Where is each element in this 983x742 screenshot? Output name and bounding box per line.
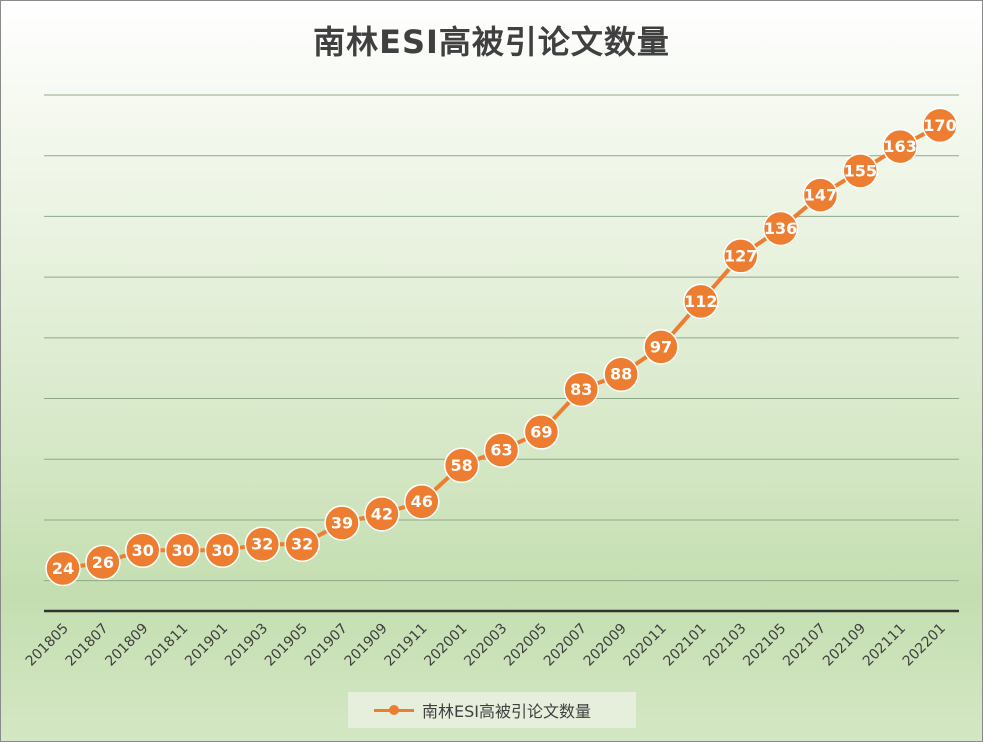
data-point	[643, 329, 679, 365]
data-label: 88	[610, 365, 632, 384]
x-tick-label: 201909	[342, 621, 391, 670]
data-point	[483, 432, 520, 468]
data-label: 69	[530, 422, 552, 441]
x-tick-label: 202003	[461, 621, 510, 670]
data-point	[683, 283, 719, 320]
data-label: 83	[570, 380, 592, 399]
data-label: 127	[724, 246, 757, 265]
data-label: 112	[684, 292, 717, 311]
data-point	[124, 532, 161, 569]
data-label: 26	[92, 553, 114, 572]
x-tick-label: 202105	[740, 621, 789, 670]
x-tick-label: 202101	[661, 621, 710, 670]
legend-line-marker-icon	[374, 703, 414, 717]
data-point	[45, 550, 81, 587]
legend: 南林ESI高被引论文数量	[348, 692, 636, 728]
data-point	[364, 496, 400, 532]
data-label: 46	[411, 492, 433, 511]
data-label: 170	[923, 116, 956, 135]
data-label: 32	[291, 535, 313, 554]
data-label: 30	[171, 541, 193, 560]
data-label: 32	[251, 535, 273, 554]
data-point	[404, 483, 440, 520]
x-tick-label: 202109	[820, 621, 869, 670]
x-tick-label: 201805	[23, 621, 72, 670]
data-point	[244, 526, 281, 562]
data-point	[922, 107, 958, 144]
data-label: 155	[844, 161, 877, 180]
data-label: 97	[650, 337, 672, 356]
x-tick-label: 202009	[581, 621, 630, 670]
data-label: 30	[211, 541, 233, 560]
data-point	[284, 526, 320, 562]
x-tick-label: 202007	[541, 621, 590, 670]
x-tick-label: 201811	[142, 621, 191, 670]
data-point	[204, 532, 241, 569]
x-tick-label: 201809	[102, 621, 151, 670]
chart-title: 南林ESI高被引论文数量	[313, 23, 670, 61]
data-point	[324, 505, 360, 541]
x-tick-label: 201911	[381, 621, 430, 670]
x-tick-label: 202005	[501, 621, 550, 670]
data-point	[443, 447, 480, 484]
data-point	[523, 414, 560, 450]
data-label: 30	[132, 541, 154, 560]
x-tick-label: 201901	[182, 621, 231, 670]
data-label: 136	[764, 219, 797, 238]
data-point	[164, 532, 201, 569]
data-point	[603, 356, 639, 392]
data-label: 163	[883, 137, 916, 156]
data-point	[762, 210, 799, 247]
data-point	[802, 177, 839, 213]
x-tick-label: 201903	[222, 621, 271, 670]
x-tick-label: 201907	[302, 621, 351, 670]
x-tick-label: 202011	[621, 621, 670, 670]
x-tick-label: 201905	[262, 621, 311, 670]
data-label: 58	[451, 456, 473, 475]
data-label: 63	[490, 441, 512, 460]
data-label: 39	[331, 513, 353, 532]
data-label: 42	[371, 504, 393, 523]
data-point	[842, 153, 879, 189]
x-tick-label: 201807	[63, 621, 112, 670]
data-point	[882, 128, 918, 165]
data-point	[85, 544, 121, 581]
x-tick-label: 202103	[700, 621, 749, 670]
x-tick-label: 202107	[780, 621, 829, 670]
data-point	[722, 238, 759, 274]
legend-label: 南林ESI高被引论文数量	[422, 702, 591, 721]
data-label: 147	[804, 186, 837, 205]
data-label: 24	[52, 559, 74, 578]
data-point	[563, 371, 599, 408]
x-tick-label: 202001	[421, 621, 470, 670]
x-tick-label: 202111	[860, 621, 909, 670]
x-tick-label: 202201	[900, 621, 949, 670]
